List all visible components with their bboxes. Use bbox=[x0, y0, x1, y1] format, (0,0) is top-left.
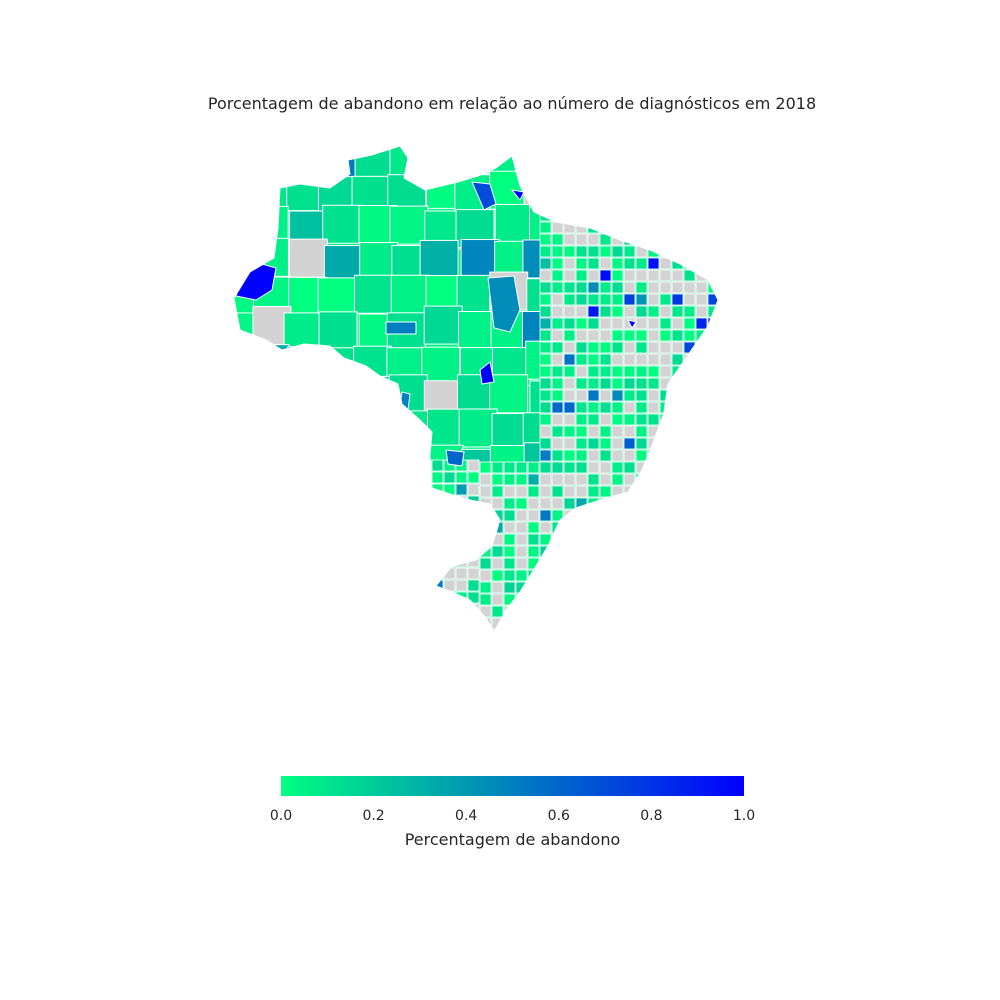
colorbar bbox=[281, 776, 744, 796]
chart-title: Porcentagem de abandono em relação ao nú… bbox=[207, 94, 817, 113]
colorbar-tick-2: 0.4 bbox=[455, 808, 478, 824]
colorbar-tick-0: 0.0 bbox=[269, 808, 293, 824]
colorbar-tick-4: 0.8 bbox=[640, 808, 663, 824]
colorbar-label: Percentagem de abandono bbox=[404, 830, 621, 849]
colorbar-tick-1: 0.2 bbox=[362, 808, 385, 824]
colorbar-tick-3: 0.6 bbox=[547, 808, 570, 824]
colorbar-tick-5: 1.0 bbox=[732, 808, 756, 824]
